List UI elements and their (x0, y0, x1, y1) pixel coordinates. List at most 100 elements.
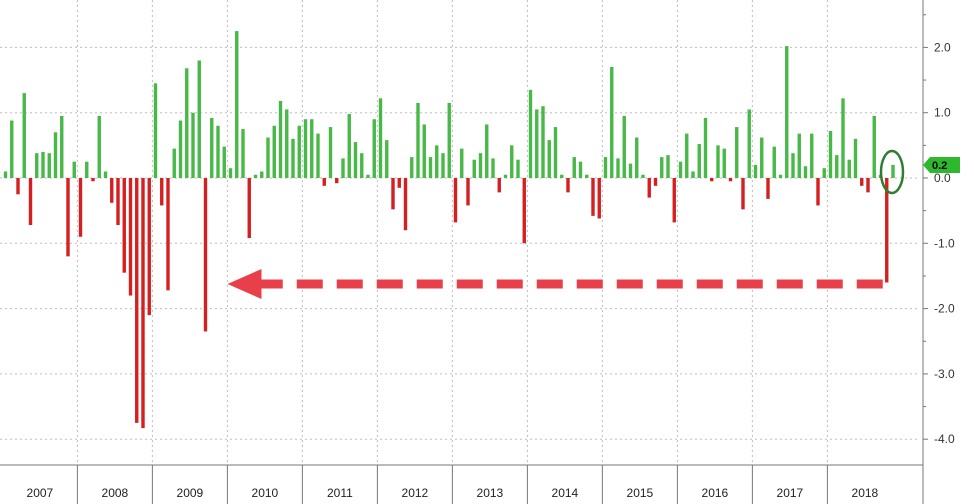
bar (560, 174, 564, 178)
y-axis: 2.0 1.0 0.0 -1.0 -2.0 -3.0 -4.0 0.2 (922, 0, 960, 465)
bar (872, 115, 876, 178)
bar (547, 140, 551, 178)
bar (791, 153, 795, 178)
bar (247, 178, 251, 239)
bar (503, 174, 508, 178)
bar (641, 174, 645, 178)
bar (541, 106, 545, 178)
y-tick-label: -4.0 (934, 432, 955, 446)
bar (128, 178, 133, 296)
bar (178, 120, 183, 178)
y-tick-label: -1.0 (934, 236, 955, 250)
bar (553, 127, 558, 178)
bar (428, 157, 433, 178)
bar (628, 163, 633, 178)
bar (422, 124, 426, 178)
x-year-label: 2011 (327, 486, 353, 500)
bar (335, 178, 339, 184)
bar (653, 178, 658, 186)
annotation (227, 149, 905, 299)
x-year-label: 2014 (552, 486, 579, 500)
bar (166, 178, 170, 291)
x-year-label: 2009 (177, 486, 204, 500)
bar (3, 171, 8, 178)
bar (760, 137, 764, 178)
bar (610, 66, 614, 178)
bar (28, 178, 33, 226)
bar (766, 178, 770, 199)
bar (197, 60, 201, 178)
bar (191, 112, 195, 178)
bar (391, 178, 395, 210)
bar (522, 178, 526, 244)
bar (266, 137, 270, 178)
bar (841, 98, 845, 178)
bar (385, 140, 389, 178)
bar (535, 109, 539, 178)
bar (78, 178, 83, 237)
bar (53, 132, 58, 178)
bar (528, 89, 533, 178)
y-tick-label: -2.0 (934, 302, 955, 316)
bar (753, 164, 758, 178)
y-tick-label: 0.0 (934, 171, 951, 185)
bar (835, 155, 839, 178)
bar (310, 119, 314, 178)
bar (478, 153, 483, 178)
x-year-label: 2016 (702, 486, 729, 500)
bar (210, 117, 214, 178)
bar (122, 178, 126, 273)
x-year-label: 2010 (252, 486, 279, 500)
bar (316, 133, 320, 178)
bar (722, 148, 726, 178)
bar (497, 178, 501, 193)
bar (741, 178, 745, 210)
bar (147, 178, 151, 316)
bar (10, 120, 14, 178)
bar (810, 133, 814, 178)
bar (822, 168, 826, 178)
bar (735, 127, 739, 178)
bar (622, 115, 626, 178)
bar (216, 125, 220, 178)
bar (853, 138, 858, 178)
bar (253, 174, 258, 178)
bar (341, 158, 345, 178)
bar (691, 171, 695, 178)
bar (597, 178, 601, 219)
bar (272, 125, 276, 178)
bar (297, 125, 301, 178)
bar (441, 153, 445, 178)
bar (885, 178, 889, 283)
bar (41, 151, 45, 178)
bar (660, 157, 664, 178)
bar (435, 145, 439, 178)
bar (566, 178, 570, 193)
bar (328, 127, 333, 178)
bar (153, 83, 158, 178)
x-year-label: 2017 (777, 486, 804, 500)
bar (185, 68, 189, 178)
bar (866, 178, 870, 193)
grid (0, 0, 918, 465)
bars (3, 31, 895, 429)
bar (353, 142, 358, 178)
bar (372, 119, 376, 178)
x-axis: 2007 2008 2009 2010 2011 2012 2013 2014 2015 2016… (0, 464, 924, 504)
y-tick-label: -3.0 (934, 367, 955, 381)
bar (803, 166, 808, 178)
bar (603, 157, 608, 178)
bar (91, 178, 95, 182)
bar (241, 129, 245, 178)
bar (322, 178, 326, 186)
bar (260, 171, 264, 178)
bar (672, 178, 676, 223)
x-year-label: 2018 (852, 486, 879, 500)
bar (578, 161, 583, 178)
bar (828, 130, 833, 178)
x-year-label: 2015 (627, 486, 654, 500)
bar (510, 145, 514, 178)
bar (285, 109, 289, 178)
bar (410, 157, 414, 178)
